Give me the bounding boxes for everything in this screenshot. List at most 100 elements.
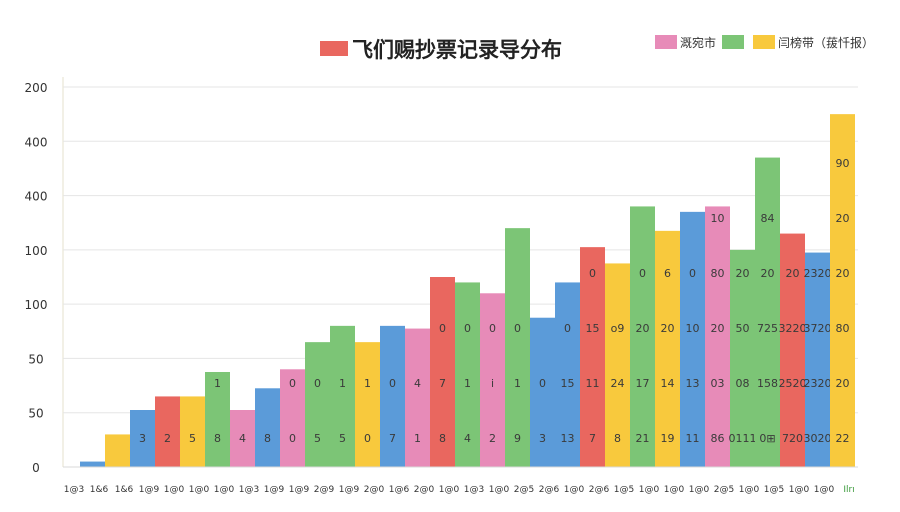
y-tick-label: 100 (25, 298, 48, 312)
x-tick-label: 1@9 (264, 485, 285, 495)
bar-value-label: 1 (464, 377, 471, 390)
bar-value-label: 0 (289, 377, 296, 390)
x-tick-label: 1@0 (689, 485, 710, 495)
bar-value-label: 19 (661, 432, 675, 445)
bar-value-label: 17 (636, 377, 650, 390)
bar-value-label: 2320 (804, 377, 832, 390)
bar-value-label: 20 (836, 377, 850, 390)
bar-value-label: 0 (589, 267, 596, 280)
bar (430, 277, 455, 467)
bar-value-label: 6 (664, 267, 671, 280)
x-tick-label: 1@3 (464, 485, 484, 495)
bar-value-label: 08 (736, 377, 750, 390)
bar (80, 461, 105, 467)
bar-value-label: 7 (589, 432, 596, 445)
bar-value-label: 50 (736, 322, 750, 335)
bar-value-label: 4 (464, 432, 471, 445)
bar-value-label: 0 (314, 377, 321, 390)
bar (580, 247, 605, 467)
chart-title: 飞们赐抄票记录导分布 (352, 38, 562, 62)
bar-value-label: 10 (711, 212, 725, 225)
bar-value-label: 4 (239, 432, 246, 445)
bar (280, 369, 305, 467)
y-tick-label: 0 (32, 461, 40, 475)
bar-value-label: 24 (611, 377, 625, 390)
bar-value-label: 0111 (729, 432, 757, 445)
bar-value-label: 20 (761, 267, 775, 280)
y-tick-label: 400 (25, 135, 48, 149)
bar-value-label: 8 (614, 432, 621, 445)
bar (705, 206, 730, 467)
bar (105, 434, 130, 467)
bar-value-label: 4 (414, 377, 421, 390)
bar-value-label: 0 (514, 322, 521, 335)
x-tick-label: 1@0 (664, 485, 685, 495)
bar (230, 410, 255, 467)
bar (530, 317, 555, 467)
x-tick-label: 2@0 (364, 485, 385, 495)
x-tick-label: 1@0 (189, 485, 210, 495)
bar-value-label: i (491, 377, 494, 390)
bar-value-label: 0 (464, 322, 471, 335)
x-tick-label: 1@0 (639, 485, 660, 495)
bar-value-label: 10 (686, 322, 700, 335)
bar-value-label: 20 (661, 322, 675, 335)
legend: 溉宛市 闫榜带（菝忏报） (655, 33, 880, 51)
bar-value-label: 14 (661, 377, 675, 390)
bar-value-label: 03 (711, 377, 725, 390)
bar (305, 342, 330, 467)
bar (830, 114, 855, 468)
bar-value-label: 0 (389, 377, 396, 390)
bar-value-label: 0 (689, 267, 696, 280)
bar-value-label: 13 (561, 432, 575, 445)
x-tick-label: 1@9 (289, 485, 310, 495)
bar (455, 282, 480, 467)
bar-value-label: 3 (139, 432, 146, 445)
bar (380, 325, 405, 467)
x-tick-label: 1@6 (389, 485, 410, 495)
bar-value-label: 22 (836, 432, 850, 445)
bar-value-label: 11 (686, 432, 700, 445)
y-tick-label: 100 (25, 244, 48, 258)
bar (555, 282, 580, 467)
x-tick-label: 1@0 (164, 485, 185, 495)
bar (730, 249, 755, 467)
x-tick-label: 1@3 (64, 485, 84, 495)
y-tick-label: 50 (28, 352, 43, 366)
legend-swatch-pink (655, 35, 677, 49)
bar-value-label: 3720 (804, 322, 832, 335)
bar-value-label: 0 (489, 322, 496, 335)
bar-value-label: 1 (214, 377, 221, 390)
y-tick-label: 50 (28, 407, 43, 421)
legend-swatch-green (722, 35, 745, 49)
bar-value-label: 20 (736, 267, 750, 280)
bar (630, 206, 655, 467)
bar-value-label: 3 (539, 432, 546, 445)
x-tick-label: 1@9 (139, 485, 160, 495)
bar-value-label: 0 (564, 322, 571, 335)
x-tick-label: 1@9 (339, 485, 360, 495)
x-tick-label: 1@5 (614, 485, 634, 495)
bar-value-label: 3220 (779, 322, 807, 335)
bar (255, 388, 280, 467)
bar-value-label: 0 (539, 377, 546, 390)
x-tick-label: 1@0 (739, 485, 760, 495)
bar-value-label: 8 (214, 432, 221, 445)
x-tick-label: 1@0 (814, 485, 835, 495)
x-tick-label: 2@0 (414, 485, 435, 495)
bar (130, 410, 155, 467)
bar (505, 228, 530, 467)
bar (680, 211, 705, 467)
x-tick-label: 1@3 (239, 485, 259, 495)
bar-value-label: 8 (439, 432, 446, 445)
x-tick-label: 1&6 (115, 485, 134, 495)
bar-value-label: 5 (314, 432, 321, 445)
bar-value-label: 7 (389, 432, 396, 445)
bar (155, 396, 180, 467)
bar (755, 157, 780, 468)
bar-value-label: 20 (636, 322, 650, 335)
y-tick-label: 400 (25, 190, 48, 204)
bar (805, 252, 830, 467)
legend-label-yellow: 闫榜带（菝忏报） (778, 35, 875, 50)
bar-value-label: 1 (339, 377, 346, 390)
